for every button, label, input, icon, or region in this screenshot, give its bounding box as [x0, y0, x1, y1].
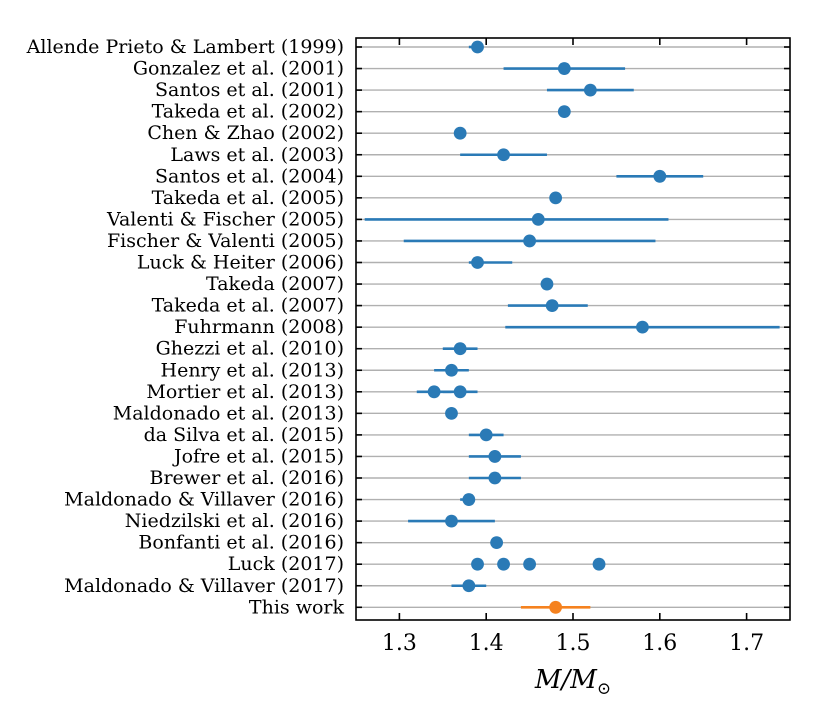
data-point: [636, 320, 649, 334]
data-point: [557, 105, 571, 119]
x-tick-label: 1.6: [642, 631, 677, 656]
row-label: Santos et al. (2001): [155, 79, 344, 101]
data-point: [592, 557, 606, 571]
data-point: [488, 471, 502, 485]
row-label: Takeda et al. (2002): [152, 101, 344, 123]
data-point: [462, 579, 476, 593]
row-label: This work: [249, 596, 345, 618]
data-point: [531, 213, 545, 226]
data-point: [427, 385, 441, 399]
row-label: Brewer et al. (2016): [150, 467, 345, 489]
data-point: [453, 342, 467, 356]
x-tick-label: 1.7: [729, 631, 764, 656]
data-point: [445, 406, 458, 420]
row-label: Jofre et al. (2015): [172, 445, 344, 467]
x-axis-label: M/M⊙: [534, 665, 611, 699]
row-label: Valenti & Fischer (2005): [106, 208, 344, 230]
data-point: [479, 428, 493, 442]
row-label: Maldonado et al. (2013): [113, 402, 344, 424]
row-label: Maldonado & Villaver (2017): [64, 575, 344, 597]
data-point: [445, 514, 458, 528]
row-label: Laws et al. (2003): [170, 144, 344, 166]
data-point: [471, 40, 484, 54]
row-label: Ghezzi et al. (2010): [156, 338, 344, 360]
axis-ticks: 1.3 1.4 1.5 1.6 1.7: [356, 38, 790, 656]
data-point: [549, 191, 563, 205]
data-points: [427, 40, 667, 614]
row-label: da Silva et al. (2015): [144, 424, 344, 446]
row-label: Maldonado & Villaver (2016): [64, 489, 344, 511]
x-axis-label-sub: ⊙: [597, 679, 611, 699]
plot-frame: [355, 37, 791, 621]
data-point: [653, 169, 667, 183]
data-point: [462, 493, 476, 506]
row-label: Luck & Heiter (2006): [137, 252, 344, 274]
row-label: Fischer & Valenti (2005): [107, 230, 344, 252]
row-label: Allende Prieto & Lambert (1999): [26, 36, 344, 58]
data-point: [490, 536, 504, 550]
data-point: [471, 256, 484, 269]
data-point: [557, 62, 571, 75]
data-point: [497, 148, 510, 162]
data-point: [523, 557, 536, 571]
data-point: [488, 450, 502, 463]
row-label: Niedzilski et al. (2016): [125, 510, 344, 532]
data-point: [540, 277, 554, 291]
data-point: [545, 299, 559, 312]
x-axis-label-main: M/M: [534, 665, 598, 695]
row-label: Bonfanti et al. (2016): [138, 532, 344, 554]
data-point: [583, 83, 597, 97]
row-label: Santos et al. (2004): [155, 165, 344, 187]
row-label: Mortier et al. (2013): [146, 381, 344, 403]
data-point: [471, 557, 484, 571]
this-work-point: [549, 600, 563, 614]
row-labels: Allende Prieto & Lambert (1999)Gonzalez …: [26, 36, 345, 618]
x-tick-label: 1.3: [382, 631, 417, 656]
x-tick-label: 1.5: [556, 631, 591, 656]
row-label: Takeda et al. (2005): [152, 187, 344, 209]
data-point: [523, 234, 536, 248]
row-label: Takeda et al. (2007): [152, 295, 344, 317]
x-tick-label: 1.4: [469, 631, 504, 656]
row-label: Fuhrmann (2008): [174, 316, 344, 338]
row-label: Takeda (2007): [206, 273, 344, 295]
row-label: Chen & Zhao (2002): [147, 122, 344, 144]
data-point: [453, 385, 467, 399]
data-point: [453, 126, 467, 140]
data-point: [497, 557, 510, 571]
data-point: [445, 363, 458, 377]
row-label: Gonzalez et al. (2001): [133, 58, 344, 80]
row-label: Luck (2017): [228, 553, 344, 575]
row-label: Henry et al. (2013): [161, 359, 345, 381]
